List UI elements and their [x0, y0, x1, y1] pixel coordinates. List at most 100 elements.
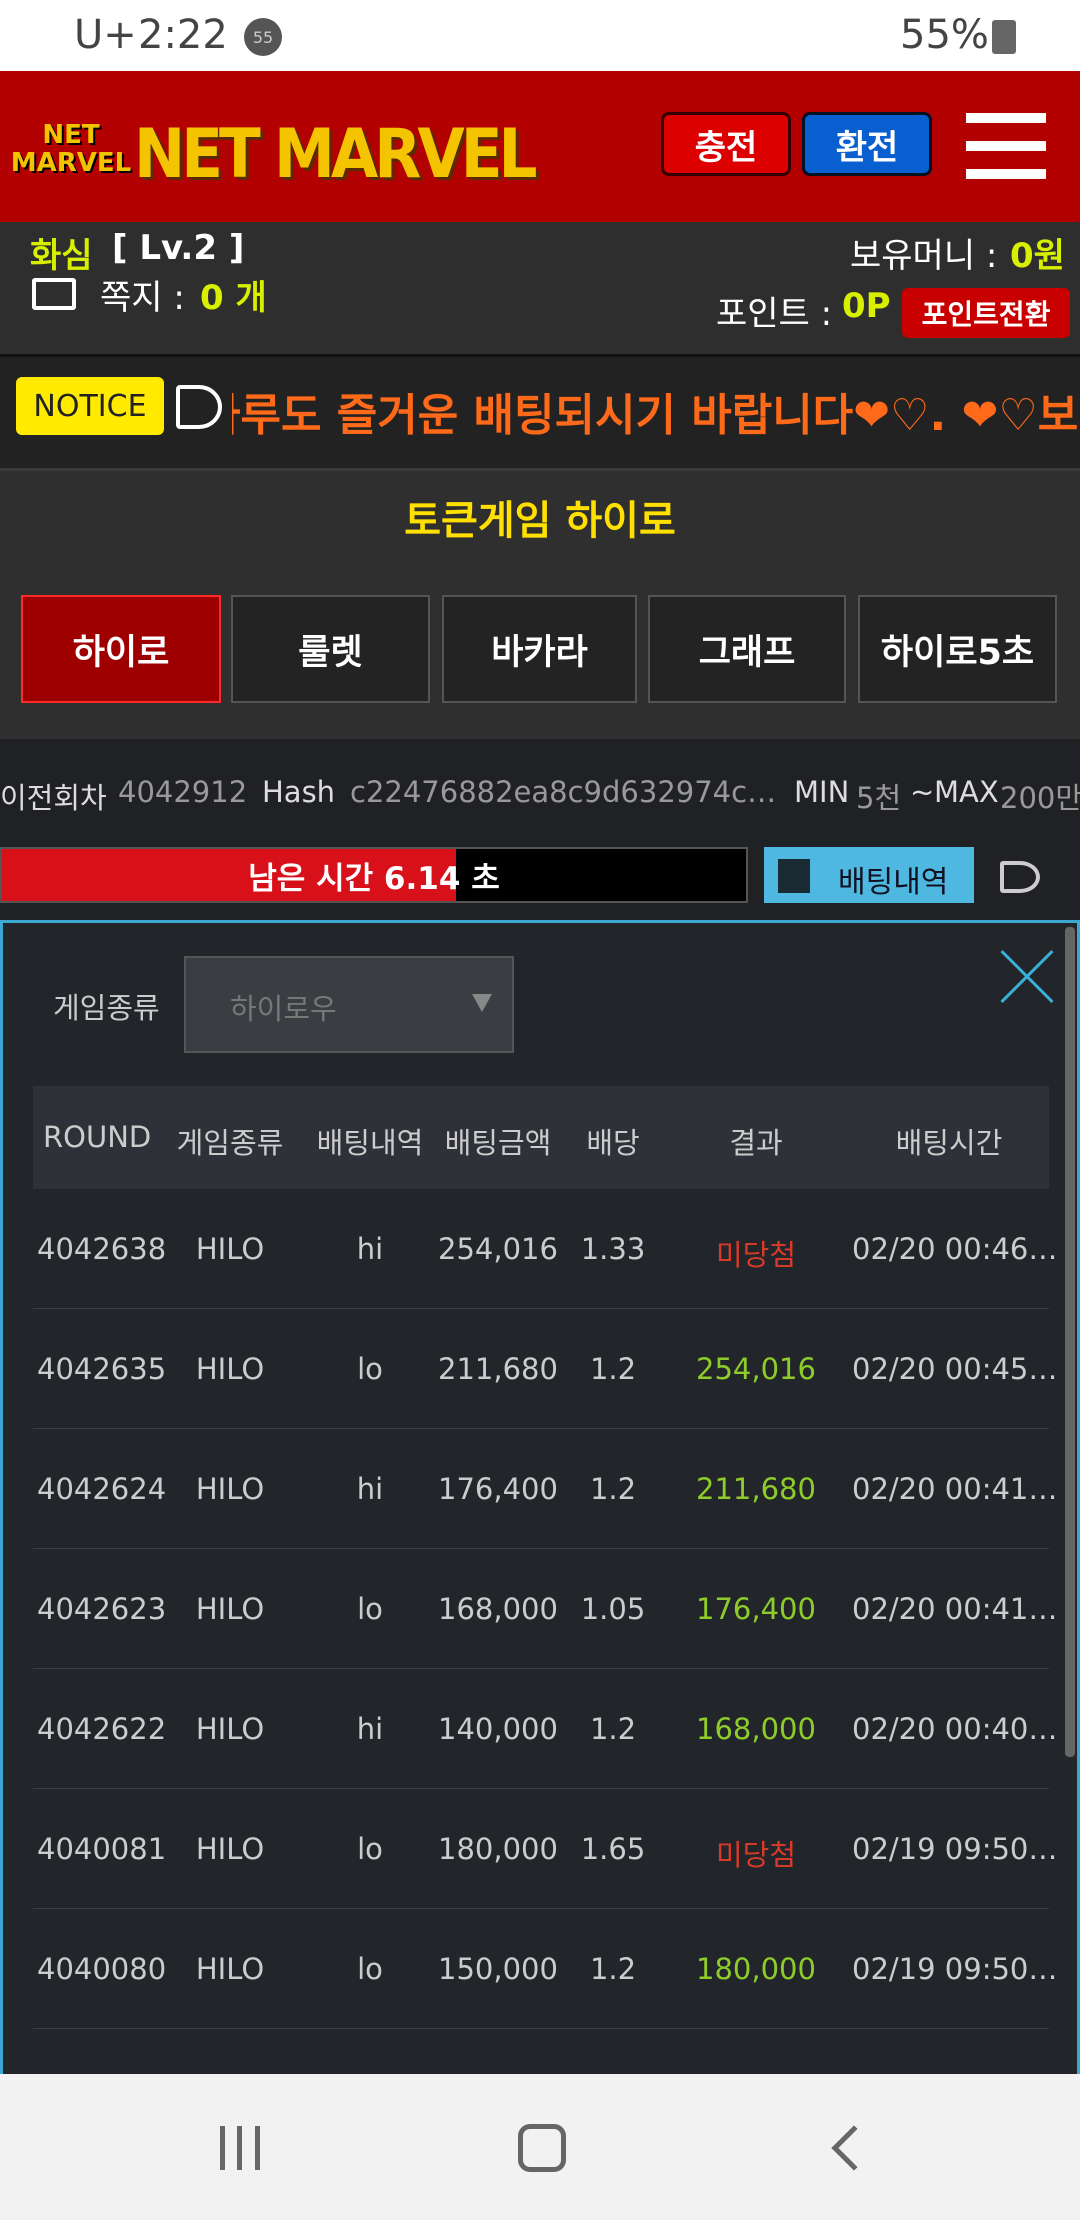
table-cell: 180,000 — [438, 1832, 558, 1866]
timer-seconds: 6.14 — [383, 860, 461, 897]
separator: ~ — [910, 775, 935, 809]
history-button[interactable]: 배팅내역 — [764, 847, 974, 903]
table-cell: 4040081 — [37, 1832, 167, 1866]
point-label: 포인트 : — [716, 294, 833, 334]
recent-apps[interactable] — [220, 2126, 260, 2170]
table-cell: 02/20 00:41… — [852, 1592, 1058, 1626]
game-tabs: 하이로 룰렛 바카라 그래프 하이로5초 — [0, 595, 1080, 705]
column-header: 게임종류 — [176, 1126, 284, 1160]
table-cell: lo — [357, 1352, 383, 1386]
table-cell: 02/19 09:50… — [852, 1952, 1058, 1986]
dropdown-arrow — [472, 994, 492, 1012]
table-cell: 02/20 00:45… — [852, 1352, 1058, 1386]
status-bar: U+ 2:22 55 55% — [0, 0, 1080, 71]
table-cell: 168,000 — [438, 1592, 558, 1626]
row-divider — [33, 1788, 1049, 1789]
column-header: 배팅내역 — [316, 1126, 424, 1160]
mail-icon — [32, 278, 76, 310]
filter-value: 하이로우 — [230, 992, 337, 1026]
speaker-icon — [176, 385, 222, 429]
timer-fill — [2, 849, 456, 901]
message-count: 0 개 — [200, 278, 267, 318]
info-row: 이전회차 4042912 Hash c22476882ea8c9d632974c… — [0, 739, 1080, 845]
charge-button[interactable]: 충전 — [661, 112, 791, 176]
game-area: 토큰게임 하이로 하이로 룰렛 바카라 그래프 하이로5초 — [0, 471, 1080, 739]
user-name: 화심 — [30, 236, 93, 276]
max-label: MAX — [934, 775, 999, 809]
table-cell: HILO — [195, 1472, 265, 1506]
row-divider — [33, 2028, 1049, 2029]
table-cell: 02/19 09:50… — [852, 1832, 1058, 1866]
table-cell: HILO — [195, 1592, 265, 1626]
sound-icon[interactable] — [1000, 861, 1040, 893]
table-cell: 176,400 — [696, 1592, 816, 1626]
column-header: 결과 — [729, 1126, 783, 1160]
home-button[interactable] — [518, 2124, 566, 2172]
game-tab[interactable]: 하이로 — [21, 595, 221, 703]
table-cell: lo — [357, 1832, 383, 1866]
money-label: 보유머니 : — [850, 236, 998, 276]
table-cell: lo — [357, 1592, 383, 1626]
table-cell: 1.2 — [589, 1352, 637, 1386]
close-button[interactable] — [997, 947, 1057, 1007]
table-cell: 4040080 — [37, 1952, 167, 1986]
table-cell: 254,016 — [696, 1352, 816, 1386]
min-label: MIN — [794, 775, 850, 809]
column-header: 배팅금액 — [444, 1126, 552, 1160]
user-strip: 화심 [ Lv.2 ] 쪽지 : 0 개 보유머니 : 0원 포인트 : 0P … — [0, 222, 1080, 357]
notice-message: 하루도 즐거운 배팅되시기 바랍니다❤♡. ❤♡보안상 바 — [232, 390, 1080, 441]
table-cell: 4042622 — [37, 1712, 167, 1746]
prev-round: 4042912 — [118, 775, 248, 809]
logo-badge: NET MARVEL — [11, 101, 131, 197]
table-cell: 168,000 — [696, 1712, 816, 1746]
table-cell: 211,680 — [696, 1472, 816, 1506]
notice-badge: NOTICE — [16, 377, 164, 435]
user-level: [ Lv.2 ] — [112, 228, 245, 268]
convert-button[interactable]: 포인트전환 — [902, 288, 1070, 338]
back-button[interactable] — [831, 2125, 877, 2171]
table-cell: 4042623 — [37, 1592, 167, 1626]
table-cell: HILO — [195, 1352, 265, 1386]
game-tab[interactable]: 바카라 — [442, 595, 637, 703]
table-cell: 140,000 — [438, 1712, 558, 1746]
table-cell: 1.65 — [580, 1832, 646, 1866]
carrier: U+ — [74, 12, 137, 58]
table-cell: 211,680 — [438, 1352, 558, 1386]
time: 2:22 — [138, 12, 228, 58]
notice-text: 하루도 즐거운 배팅되시기 바랍니다❤♡. ❤♡보안상 바 — [232, 357, 1080, 468]
table-cell: hi — [356, 1472, 384, 1506]
menu-icon[interactable] — [966, 113, 1046, 179]
badge: 55 — [244, 18, 282, 56]
table-cell: 176,400 — [438, 1472, 558, 1506]
battery: 55% — [900, 12, 989, 58]
table-cell: HILO — [195, 1832, 265, 1866]
table-cell: 1.05 — [580, 1592, 646, 1626]
logo-top: NET — [42, 120, 100, 150]
table-cell: 4042638 — [37, 1232, 167, 1266]
filter-select[interactable]: 하이로우 — [184, 956, 514, 1053]
table-cell: 02/20 00:41… — [852, 1472, 1058, 1506]
game-tab[interactable]: 하이로5초 — [858, 595, 1057, 703]
hash: c22476882ea8c9d632974c… — [350, 775, 777, 809]
row-divider — [33, 1308, 1049, 1309]
game-tab[interactable]: 그래프 — [648, 595, 846, 703]
game-tab[interactable]: 룰렛 — [231, 595, 430, 703]
table-cell: 1.2 — [589, 1472, 637, 1506]
exchange-button[interactable]: 환전 — [802, 112, 932, 176]
table-cell: 4042635 — [37, 1352, 167, 1386]
table-cell: HILO — [195, 1232, 265, 1266]
table-cell: 미당첨 — [715, 1838, 797, 1872]
timer-bar: 남은 시간 6.14 초 — [0, 847, 748, 903]
logo-text: NET MARVEL — [134, 115, 538, 194]
prev-label: 이전회차 — [0, 781, 107, 815]
table-cell: 1.33 — [580, 1232, 646, 1266]
history-table: ROUND 게임종류 배팅내역 배팅금액 배당 결과 배팅시간 4042638 HILO hi 25… — [33, 1086, 1057, 2074]
table-cell: 254,016 — [438, 1232, 558, 1266]
max: 200만 — [1000, 781, 1080, 815]
table-cell: 02/20 00:46… — [852, 1232, 1058, 1266]
point: 0P — [842, 286, 891, 326]
table-cell: HILO — [195, 1712, 265, 1746]
timer-row: 남은 시간 6.14 초 배팅내역 — [0, 845, 1080, 920]
message-label: 쪽지 : — [100, 278, 185, 318]
nav-bar — [0, 2074, 1080, 2220]
